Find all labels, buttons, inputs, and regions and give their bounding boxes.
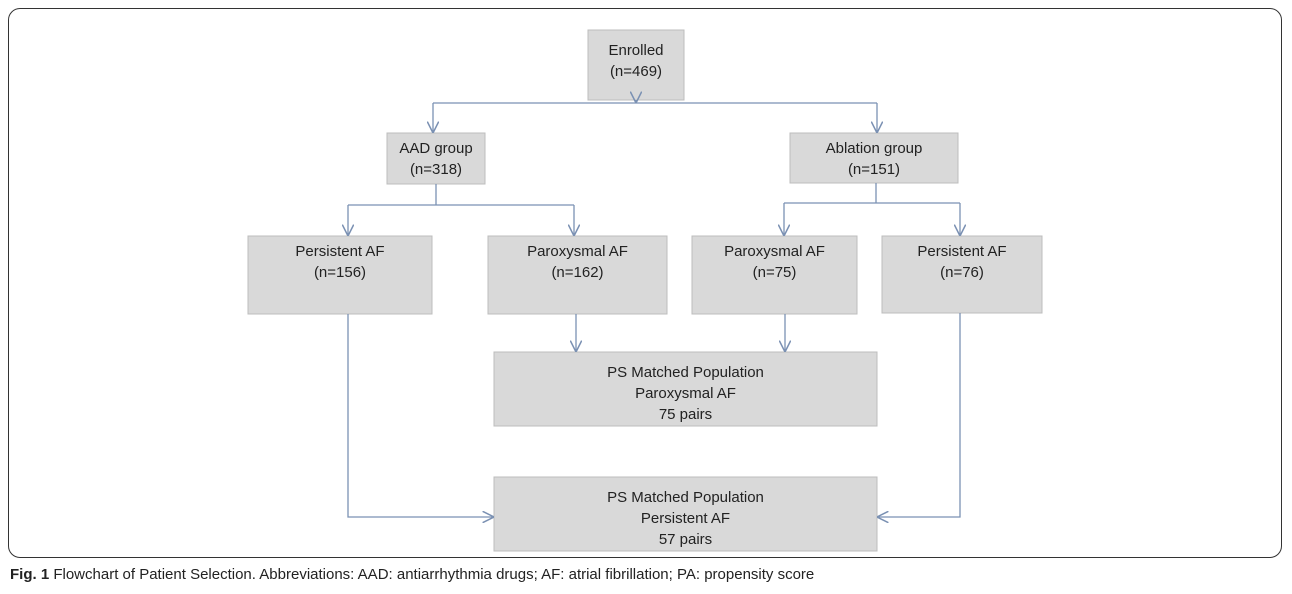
node-label: PS Matched Population — [607, 489, 764, 506]
node-label: Ablation group — [826, 140, 923, 157]
node-box — [789, 132, 959, 184]
figure-frame — [8, 8, 1282, 558]
node-label: AAD group — [399, 140, 472, 157]
node-label: Persistent AF — [295, 243, 384, 260]
node: Ablation group (n=151) — [789, 132, 959, 184]
flowchart: Enrolled (n=469) AAD group (n=318) Ablation … — [247, 29, 1043, 552]
connector — [784, 183, 960, 204]
node-label: 75 pairs — [659, 406, 712, 423]
node-label: (n=156) — [314, 264, 366, 281]
caption-text: Flowchart of Patient Selection. Abbrevia… — [53, 566, 815, 583]
node-label: (n=151) — [848, 161, 900, 178]
arrow — [877, 313, 961, 517]
node: Paroxysmal AF (n=162) — [487, 235, 668, 315]
node: AAD group (n=318) — [386, 132, 486, 185]
node: Persistent AF (n=156) — [247, 235, 433, 315]
node: Paroxysmal AF (n=75) — [691, 235, 858, 315]
node-label: 57 pairs — [659, 531, 712, 548]
node: PS Matched Population Persistent AF 57 pai… — [493, 476, 878, 552]
node-label: PS Matched Population — [607, 364, 764, 381]
node-label: Enrolled — [608, 42, 663, 59]
caption: Fig. 1 Flowchart of Patient Selection. A… — [10, 566, 814, 583]
node: Enrolled (n=469) — [587, 29, 685, 101]
node-label: Persistent AF — [917, 243, 1006, 260]
node-label: (n=469) — [610, 63, 662, 80]
node-box — [247, 235, 433, 315]
connector — [348, 184, 574, 206]
node-label: (n=318) — [410, 161, 462, 178]
node-box — [487, 235, 668, 315]
node-box — [386, 132, 486, 185]
node-label: Paroxysmal AF — [527, 243, 628, 260]
node-label: (n=76) — [940, 264, 984, 281]
node-box — [691, 235, 858, 315]
node-label: (n=162) — [551, 264, 603, 281]
connectors — [348, 100, 960, 517]
node-label: Persistent AF — [641, 510, 730, 527]
node-box — [493, 476, 878, 552]
caption-label: Fig. 1 — [10, 566, 50, 583]
arrow — [347, 314, 494, 517]
node: PS Matched Population Paroxysmal AF 75 pai… — [493, 351, 878, 427]
node-label: Paroxysmal AF — [635, 385, 736, 402]
node-label: Paroxysmal AF — [724, 243, 825, 260]
node-box — [493, 351, 878, 427]
node-box — [881, 235, 1043, 314]
node-label: (n=75) — [753, 264, 797, 281]
node: Persistent AF (n=76) — [881, 235, 1043, 314]
